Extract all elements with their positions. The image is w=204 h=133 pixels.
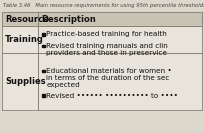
Text: Practice-based training for health: Practice-based training for health xyxy=(47,31,167,38)
Bar xyxy=(38,53,202,110)
Text: Description: Description xyxy=(41,14,96,24)
Text: expected: expected xyxy=(47,82,80,88)
Bar xyxy=(42,70,44,72)
Bar xyxy=(42,45,44,47)
Text: Supplies: Supplies xyxy=(5,77,46,86)
Bar xyxy=(38,12,202,26)
Text: Educational materials for women •: Educational materials for women • xyxy=(47,68,172,74)
Bar xyxy=(2,12,38,26)
Bar xyxy=(38,26,202,53)
Bar xyxy=(42,94,44,97)
Text: Revised •••••• •••••••••• to ••••: Revised •••••• •••••••••• to •••• xyxy=(47,93,178,99)
Text: providers and those in preservice: providers and those in preservice xyxy=(47,50,167,56)
Text: Revised training manuals and clin: Revised training manuals and clin xyxy=(47,43,168,49)
Bar xyxy=(2,26,38,53)
Bar xyxy=(42,33,44,36)
Text: Table 3.46   Main resource requirements for using 95th percentile thresholds as : Table 3.46 Main resource requirements fo… xyxy=(3,3,204,8)
Text: Training: Training xyxy=(5,35,44,44)
Bar xyxy=(2,53,38,110)
Text: in terms of the duration of the sec: in terms of the duration of the sec xyxy=(47,75,170,81)
Text: Resource: Resource xyxy=(5,14,49,24)
Bar xyxy=(0,0,204,11)
